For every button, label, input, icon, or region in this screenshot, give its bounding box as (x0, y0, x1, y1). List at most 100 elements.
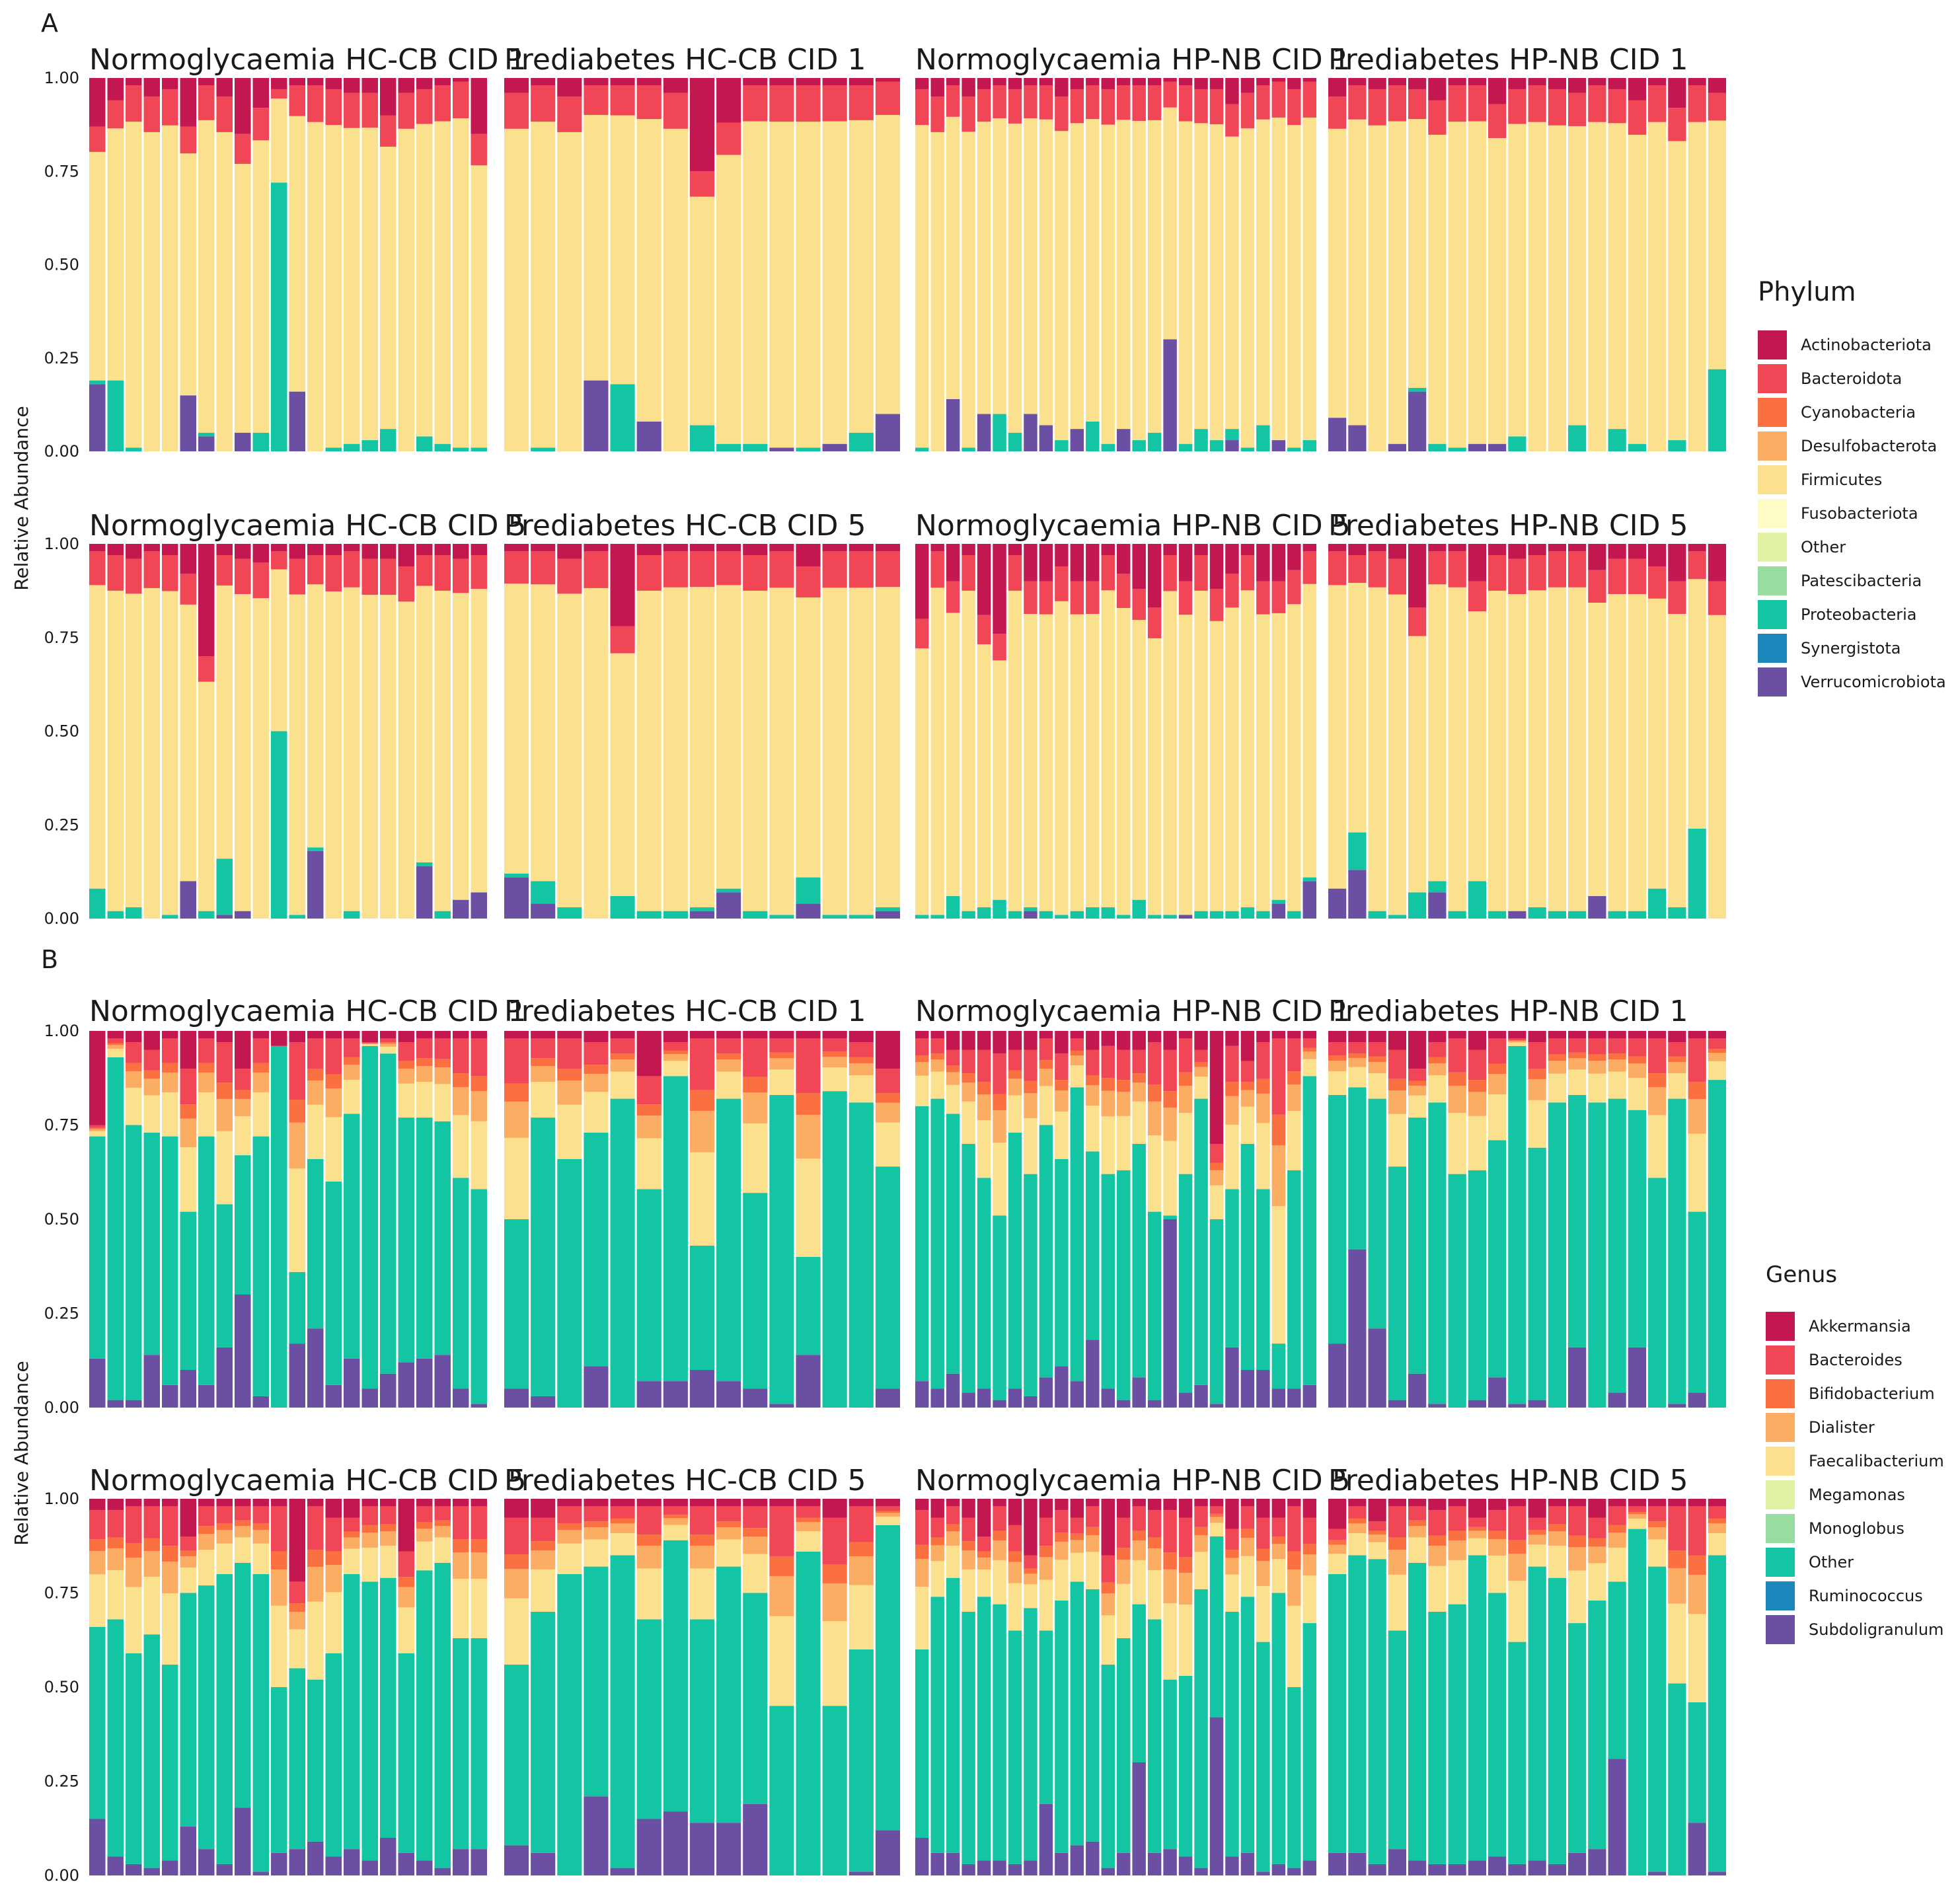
bar-segment-bifidobacterium (1688, 1081, 1706, 1100)
bar-segment-bacteroidota (1070, 581, 1084, 615)
bar-segment-bacteroides (180, 1069, 196, 1105)
bar-segment-dialister (1039, 1069, 1053, 1086)
bar-segment-bacteroidota (416, 89, 433, 124)
bar-segment-other (380, 1577, 396, 1838)
bar-segment-dialister (1428, 1545, 1447, 1566)
legend-swatch-bacteroidota (1758, 364, 1787, 393)
bar-segment-other (361, 1581, 378, 1861)
bar-segment-other (344, 1114, 360, 1359)
bar-segment-subdoligranulum (1408, 1860, 1427, 1875)
bar-segment-bacteroidota (1508, 558, 1527, 594)
bar-segment-dialister (1225, 1096, 1239, 1125)
bar-segment-verrucomicrobiota (531, 903, 556, 919)
bar-segment-other (471, 1189, 487, 1404)
bar-segment-firmicutes (1388, 121, 1406, 444)
bar-segment-firmicutes (663, 128, 688, 451)
bar-segment-other (1147, 1211, 1162, 1400)
bar-segment-other (143, 1132, 160, 1355)
bar-segment-bifidobacterium (1101, 1078, 1115, 1091)
bar-segment-akkermansia (216, 1499, 233, 1507)
bar-segment-bacteroidota (1070, 89, 1084, 124)
bar-segment-other (915, 1649, 929, 1838)
bar-segment-akkermansia (271, 1031, 287, 1046)
bar-segment-firmicutes (361, 128, 378, 441)
bar-segment-dialister (1528, 1534, 1546, 1545)
bar-segment-faecalibacterium (1488, 1556, 1507, 1593)
bar-segment-bifidobacterium (434, 1059, 451, 1068)
bar-segment-bacteroides (796, 1506, 821, 1518)
bar-segment-dialister (848, 1556, 874, 1585)
bar-segment-akkermansia (1668, 1031, 1686, 1043)
legend-label: Patescibacteria (1801, 572, 1922, 590)
bar-segment-actinobacteriota (1008, 544, 1022, 556)
bar-segment-dialister (796, 1115, 821, 1159)
bar-segment-verrucomicrobiota (636, 421, 661, 451)
bar-segment-actinobacteriota (1708, 544, 1726, 582)
bar-segment-firmicutes (848, 587, 874, 915)
bar-segment-akkermansia (1408, 1031, 1427, 1069)
bar-segment-faecalibacterium (1628, 1519, 1646, 1529)
bar-segment-other (1348, 1087, 1367, 1250)
bar-segment-akkermansia (252, 1499, 269, 1507)
bar-segment-subdoligranulum (1271, 1388, 1286, 1408)
bar-segment-other (689, 1619, 715, 1823)
bar-segment-bifidobacterium (198, 1526, 215, 1534)
bar-segment-faecalibacterium (636, 1138, 661, 1190)
bar-segment-faecalibacterium (89, 1574, 106, 1627)
bar-segment-akkermansia (289, 1499, 305, 1582)
bar-segment-bifidobacterium (961, 1073, 975, 1083)
bar-segment-bacteroides (216, 1506, 233, 1524)
bar-segment-firmicutes (993, 660, 1006, 900)
bar-segment-dialister (416, 1529, 433, 1542)
bar-segment-faecalibacterium (993, 1143, 1006, 1216)
bar-segment-bacteroidota (1508, 89, 1527, 124)
bar-segment-faecalibacterium (216, 1131, 233, 1205)
bar-segment-bifidobacterium (1163, 1552, 1177, 1569)
panel-title: Normoglycaemia HC-CB CID 5 (89, 1464, 527, 1497)
bar-segment-bacteroides (1086, 1506, 1100, 1527)
bar-segment-subdoligranulum (307, 1841, 324, 1875)
bar-segment-other (610, 1555, 635, 1868)
bar-segment-firmicutes (1225, 607, 1239, 911)
bar-segment-bacteroidota (361, 93, 378, 128)
bar-segment-bifidobacterium (1608, 1053, 1626, 1060)
bar-segment-bacteroides (584, 1506, 609, 1522)
bar-segment-dialister (361, 1532, 378, 1548)
bar-segment-subdoligranulum (743, 1388, 768, 1408)
bar-segment-bifidobacterium (531, 1541, 556, 1551)
bar-segment-faecalibacterium (1548, 1545, 1566, 1578)
bar-segment-other (198, 1136, 215, 1385)
bar-segment-dialister (584, 1073, 609, 1092)
bar-segment-actinobacteriota (1086, 544, 1100, 582)
bar-segment-bifidobacterium (743, 1077, 768, 1093)
bar-segment-other (398, 1117, 414, 1363)
bar-segment-bacteroidota (636, 85, 661, 120)
bar-segment-other (1117, 1170, 1131, 1400)
bar-segment-proteobacteria (271, 731, 287, 919)
bar-segment-bacteroides (1240, 1506, 1255, 1529)
bar-segment-verrucomicrobiota (307, 850, 324, 919)
bar-segment-akkermansia (1688, 1031, 1706, 1039)
bar-segment-bacteroidota (1302, 81, 1316, 118)
bar-segment-subdoligranulum (1408, 1373, 1427, 1408)
bar-segment-other (610, 1098, 635, 1408)
bar-segment-faecalibacterium (1488, 1094, 1507, 1141)
bar-segment-other (471, 1638, 487, 1850)
bar-segment-bacteroides (1348, 1042, 1367, 1054)
bar-segment-bifidobacterium (89, 1539, 106, 1551)
bar-segment-bifidobacterium (946, 1065, 960, 1073)
bar-segment-bifidobacterium (1070, 1533, 1084, 1540)
bar-segment-verrucomicrobiota (471, 892, 487, 919)
bar-segment-actinobacteriota (198, 544, 215, 657)
bar-segment-bacteroides (1628, 1038, 1646, 1057)
bar-segment-verrucomicrobiota (1348, 870, 1367, 919)
bar-segment-bacteroides (361, 1506, 378, 1525)
bar-segment-actinobacteriota (1225, 78, 1239, 104)
bar-segment-subdoligranulum (915, 1381, 929, 1408)
bar-segment-akkermansia (271, 1499, 287, 1507)
bar-segment-firmicutes (143, 587, 160, 919)
bar-segment-bifidobacterium (1209, 1162, 1224, 1170)
bar-segment-bacteroidota (1240, 93, 1255, 129)
bar-segment-firmicutes (1055, 601, 1069, 915)
bar-segment-other (1256, 1642, 1270, 1872)
